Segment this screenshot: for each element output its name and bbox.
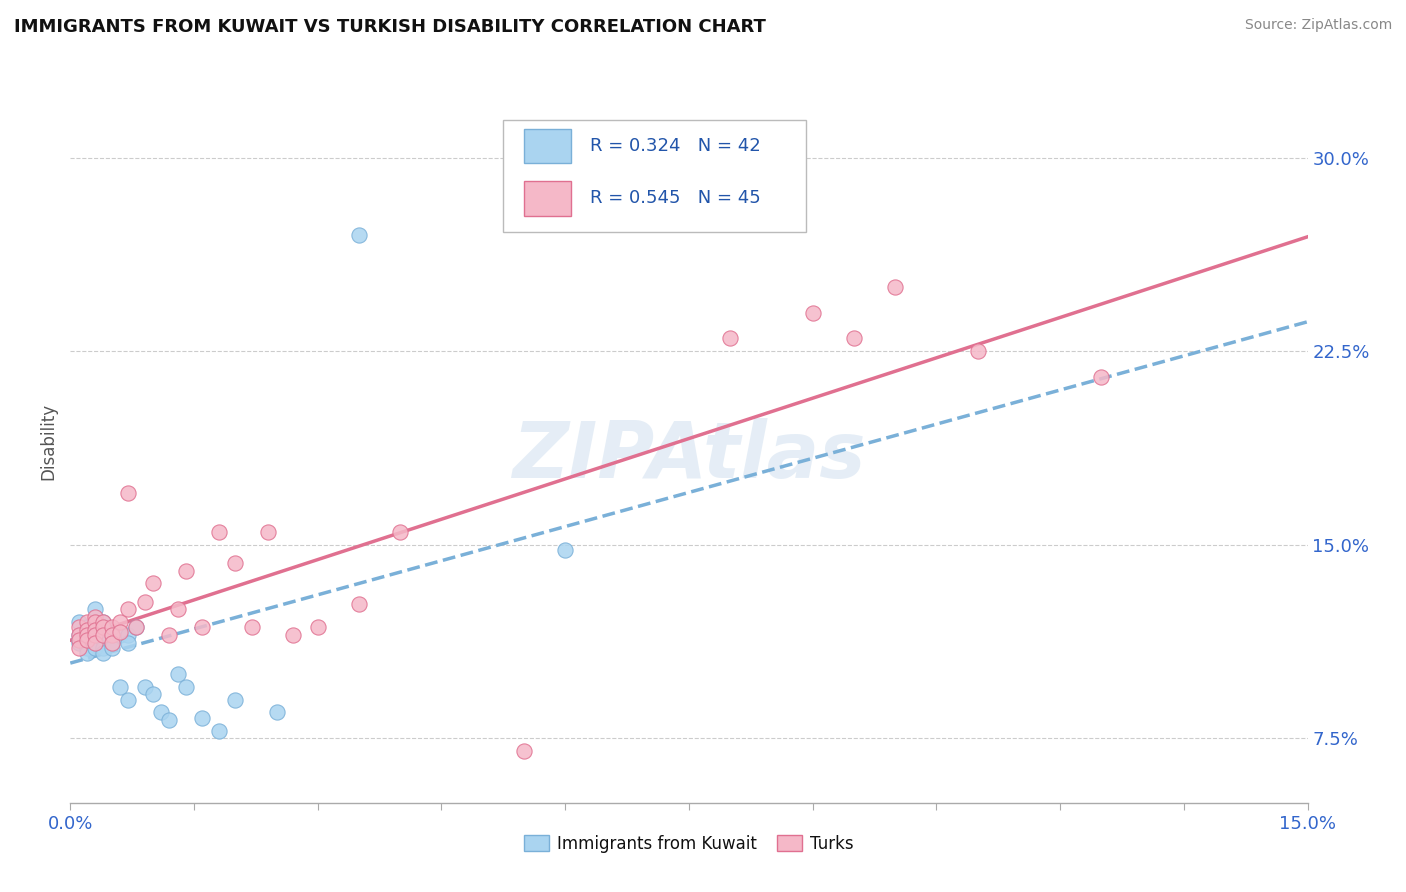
Point <box>191 620 214 634</box>
Point <box>100 636 122 650</box>
Text: Source: ZipAtlas.com: Source: ZipAtlas.com <box>1244 18 1392 32</box>
Point <box>117 486 139 500</box>
Point <box>884 279 907 293</box>
Point <box>84 623 107 637</box>
Point <box>91 620 114 634</box>
Point <box>1090 370 1112 384</box>
Point <box>84 633 107 648</box>
Point <box>208 723 231 738</box>
Text: R = 0.324   N = 42: R = 0.324 N = 42 <box>591 137 761 155</box>
Point <box>718 331 741 345</box>
Point <box>76 628 98 642</box>
Point <box>166 666 188 681</box>
Point <box>91 620 114 634</box>
Point <box>224 692 246 706</box>
Point <box>257 524 280 539</box>
Point <box>100 628 122 642</box>
Point <box>67 615 90 630</box>
Point <box>157 713 180 727</box>
Point <box>91 615 114 630</box>
Point <box>84 636 107 650</box>
Point <box>67 633 90 648</box>
Point <box>91 628 114 642</box>
Point <box>76 623 98 637</box>
Point <box>91 628 114 642</box>
Point <box>166 602 188 616</box>
Y-axis label: Disability: Disability <box>39 403 58 480</box>
Point <box>117 636 139 650</box>
Point <box>76 646 98 660</box>
Point <box>67 633 90 648</box>
Point <box>84 610 107 624</box>
Point <box>91 615 114 630</box>
Point <box>67 628 90 642</box>
Point <box>842 331 865 345</box>
FancyBboxPatch shape <box>524 128 571 163</box>
Point <box>108 680 131 694</box>
Point <box>157 628 180 642</box>
Point <box>76 615 98 630</box>
Point <box>174 564 197 578</box>
Point <box>117 628 139 642</box>
Point <box>84 628 107 642</box>
Point <box>134 594 156 608</box>
Point <box>150 706 173 720</box>
Point <box>125 620 148 634</box>
Point <box>76 628 98 642</box>
FancyBboxPatch shape <box>524 181 571 216</box>
Point <box>142 576 165 591</box>
Point <box>240 620 263 634</box>
Point <box>100 640 122 655</box>
Point <box>513 744 536 758</box>
Point <box>347 597 370 611</box>
Point <box>174 680 197 694</box>
Text: IMMIGRANTS FROM KUWAIT VS TURKISH DISABILITY CORRELATION CHART: IMMIGRANTS FROM KUWAIT VS TURKISH DISABI… <box>14 18 766 36</box>
Point <box>108 615 131 630</box>
Point <box>100 628 122 642</box>
Point <box>208 524 231 539</box>
Point <box>84 602 107 616</box>
Point <box>134 680 156 694</box>
Point <box>117 692 139 706</box>
Point <box>100 620 122 634</box>
Point <box>801 305 824 319</box>
Point <box>307 620 329 634</box>
Point <box>142 687 165 701</box>
Point <box>76 633 98 648</box>
Point <box>224 556 246 570</box>
Point <box>108 628 131 642</box>
Point <box>76 620 98 634</box>
Point <box>554 542 576 557</box>
Point <box>67 636 90 650</box>
Text: R = 0.545   N = 45: R = 0.545 N = 45 <box>591 189 761 208</box>
Point <box>347 228 370 243</box>
Point <box>108 625 131 640</box>
Point <box>125 620 148 634</box>
Point <box>266 706 288 720</box>
Point <box>67 620 90 634</box>
Point <box>281 628 304 642</box>
Point <box>84 636 107 650</box>
FancyBboxPatch shape <box>503 120 807 232</box>
Point <box>76 640 98 655</box>
Point <box>67 640 90 655</box>
Text: ZIPAtlas: ZIPAtlas <box>512 418 866 494</box>
Point <box>84 620 107 634</box>
Point <box>91 633 114 648</box>
Point <box>91 640 114 655</box>
Legend: Immigrants from Kuwait, Turks: Immigrants from Kuwait, Turks <box>517 828 860 860</box>
Point <box>191 711 214 725</box>
Point <box>966 344 988 359</box>
Point <box>117 602 139 616</box>
Point <box>100 636 122 650</box>
Point <box>84 615 107 630</box>
Point <box>84 640 107 655</box>
Point <box>91 646 114 660</box>
Point <box>84 625 107 640</box>
Point <box>389 524 412 539</box>
Point <box>67 628 90 642</box>
Point <box>76 633 98 648</box>
